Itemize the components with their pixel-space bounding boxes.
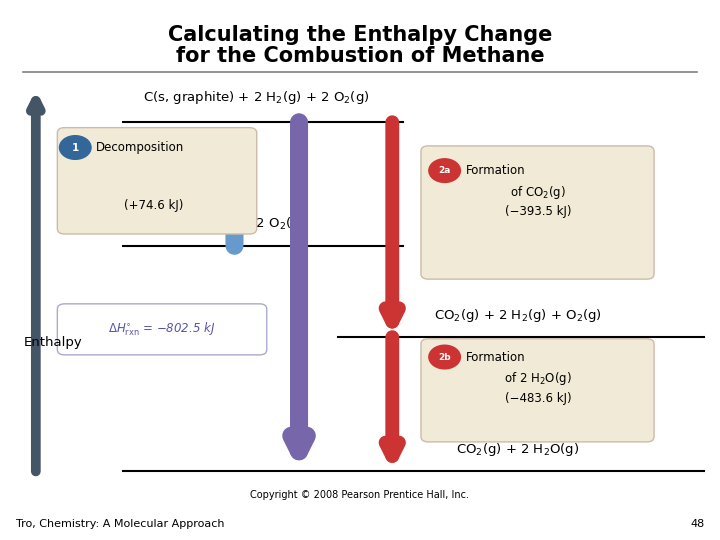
Text: C(s, graphite) + 2 H$_2$(g) + 2 O$_2$(g): C(s, graphite) + 2 H$_2$(g) + 2 O$_2$(g) <box>143 89 369 106</box>
Text: (−483.6 kJ): (−483.6 kJ) <box>505 392 571 405</box>
Text: CO$_2$(g) + 2 H$_2$(g) + O$_2$(g): CO$_2$(g) + 2 H$_2$(g) + O$_2$(g) <box>434 307 602 323</box>
Text: Enthalpy: Enthalpy <box>24 336 82 349</box>
Text: for the Combustion of Methane: for the Combustion of Methane <box>176 46 544 66</box>
Text: (+74.6 kJ): (+74.6 kJ) <box>125 199 184 212</box>
Text: 2b: 2b <box>438 353 451 362</box>
FancyBboxPatch shape <box>58 304 267 355</box>
Circle shape <box>60 136 91 159</box>
FancyBboxPatch shape <box>421 339 654 442</box>
Circle shape <box>429 345 460 369</box>
FancyBboxPatch shape <box>421 146 654 279</box>
Circle shape <box>429 159 460 183</box>
Text: $\Delta H_{\mathrm{rxn}}^{\circ}$ = $-$802.5 kJ: $\Delta H_{\mathrm{rxn}}^{\circ}$ = $-$8… <box>109 320 215 338</box>
Text: 2a: 2a <box>438 166 451 175</box>
Text: CH$_4$(g) + 2 O$_2$(g): CH$_4$(g) + 2 O$_2$(g) <box>192 215 305 232</box>
Text: Calculating the Enthalpy Change: Calculating the Enthalpy Change <box>168 25 552 45</box>
Text: CO$_2$(g) + 2 H$_2$O(g): CO$_2$(g) + 2 H$_2$O(g) <box>456 441 580 458</box>
Text: 48: 48 <box>690 519 704 529</box>
Text: Formation: Formation <box>466 164 526 177</box>
Text: Copyright © 2008 Pearson Prentice Hall, Inc.: Copyright © 2008 Pearson Prentice Hall, … <box>251 490 469 500</box>
Text: Formation: Formation <box>466 350 526 363</box>
FancyBboxPatch shape <box>58 127 257 234</box>
Text: Tro, Chemistry: A Molecular Approach: Tro, Chemistry: A Molecular Approach <box>16 519 224 529</box>
Text: (−393.5 kJ): (−393.5 kJ) <box>505 206 571 219</box>
Text: 1: 1 <box>71 143 79 152</box>
Text: of 2 H$_2$O(g): of 2 H$_2$O(g) <box>504 370 572 387</box>
Text: of CO$_2$(g): of CO$_2$(g) <box>510 184 566 200</box>
Text: Decomposition: Decomposition <box>96 141 184 154</box>
